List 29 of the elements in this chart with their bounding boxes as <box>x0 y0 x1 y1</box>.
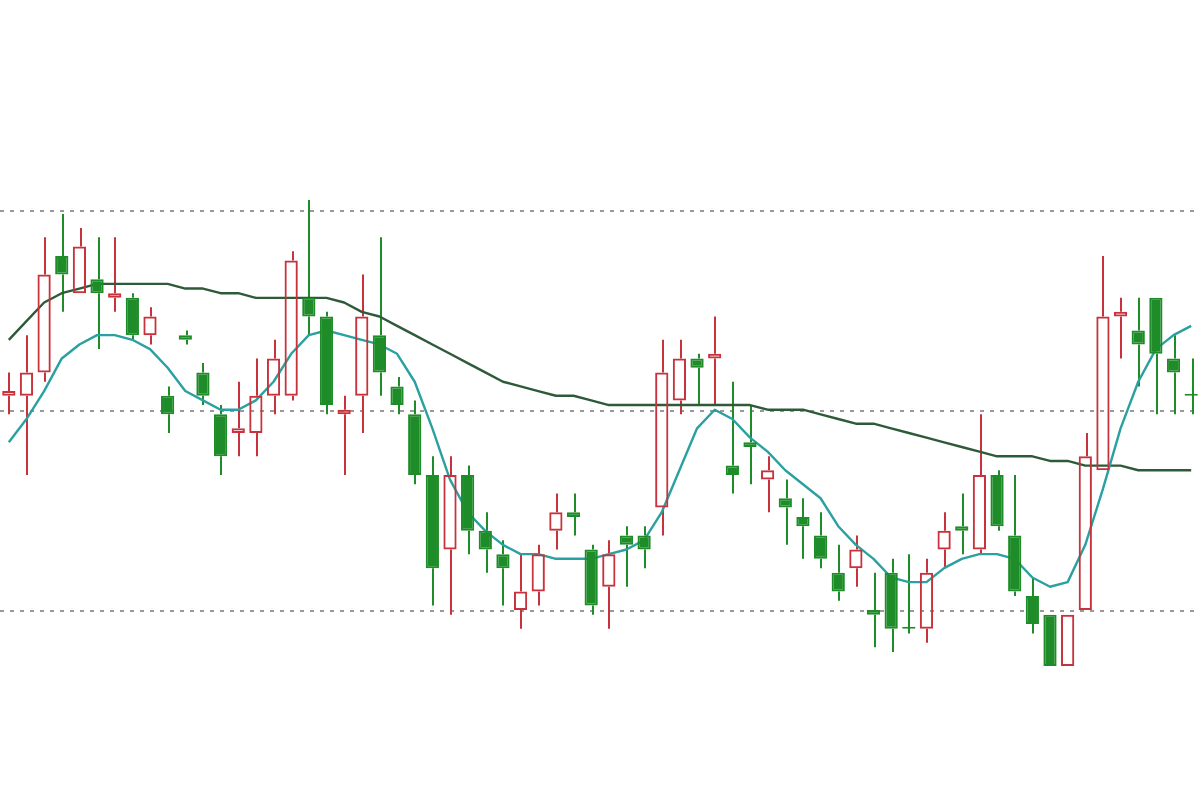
candlestick <box>425 455 439 607</box>
candlestick <box>319 310 334 416</box>
candlestick <box>725 380 739 495</box>
candlestick <box>743 404 757 486</box>
candlestick <box>1131 296 1145 388</box>
candlestick <box>125 292 139 341</box>
candlestick <box>178 329 192 346</box>
candlestick <box>213 404 228 476</box>
candlestick <box>990 469 1004 532</box>
candlestick <box>90 236 104 351</box>
candlestick <box>1149 297 1163 416</box>
candlestick <box>496 539 510 607</box>
candlestick <box>637 525 651 570</box>
candlestick <box>796 497 810 560</box>
candlestick <box>955 492 969 556</box>
candlestick <box>778 478 792 546</box>
candlestick <box>813 511 828 570</box>
candlestick <box>372 236 387 397</box>
candlestick <box>566 492 581 537</box>
candlestick <box>408 399 422 486</box>
candlestick <box>690 352 704 407</box>
candlestick <box>1008 473 1022 598</box>
candlestick <box>461 464 475 556</box>
candlestick <box>884 557 898 654</box>
candlestick <box>196 362 210 407</box>
candlestick <box>1025 576 1039 635</box>
candlestick <box>866 571 881 649</box>
candlestick <box>584 543 598 616</box>
candlestick <box>619 525 634 588</box>
